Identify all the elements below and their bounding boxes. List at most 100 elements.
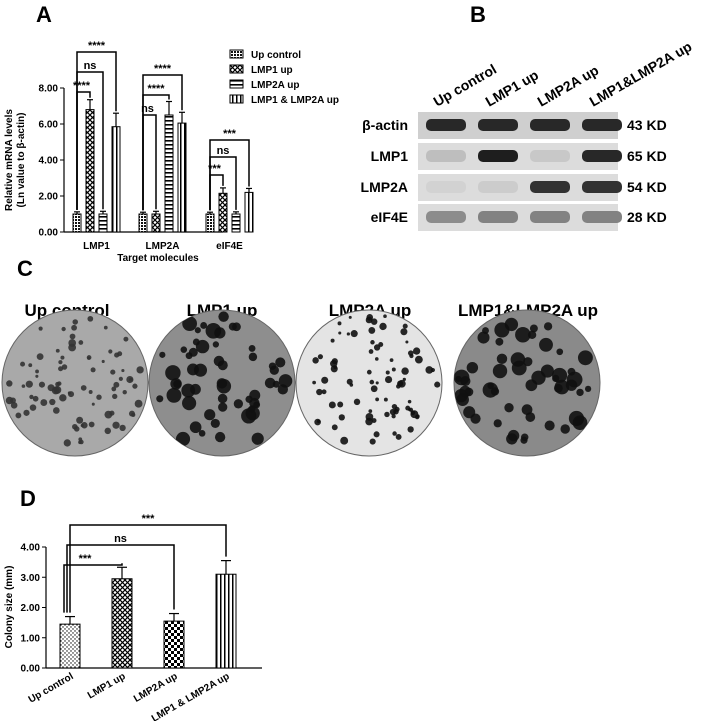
blot-band xyxy=(530,119,570,131)
colony xyxy=(72,423,78,430)
x-tick-label: LMP1 xyxy=(83,241,110,252)
blot-row-label: eIF4E xyxy=(371,209,408,225)
blot-size-label: 54 KD xyxy=(627,179,667,195)
colony xyxy=(248,352,258,362)
colony xyxy=(477,331,490,344)
panel-letter-a: A xyxy=(36,2,52,27)
colony xyxy=(248,344,256,352)
bar-lmp2a-3 xyxy=(177,122,187,233)
bar-lmp2a-2 xyxy=(164,114,174,233)
colony xyxy=(395,434,402,440)
colony xyxy=(49,398,56,406)
colony xyxy=(487,382,494,390)
significance-bracket-d-label: ns xyxy=(114,533,127,545)
colony xyxy=(61,326,66,332)
blot-band xyxy=(530,181,570,193)
colony xyxy=(123,336,129,342)
colony xyxy=(314,418,321,426)
colony xyxy=(333,365,338,370)
colony xyxy=(200,322,208,329)
colony xyxy=(166,387,182,403)
colony xyxy=(272,380,280,388)
colony xyxy=(71,324,77,331)
x-tick-label: eIF4E xyxy=(216,241,243,252)
colony xyxy=(275,357,286,368)
colony xyxy=(96,394,102,400)
colony xyxy=(375,397,380,402)
colony xyxy=(425,366,434,374)
colony xyxy=(407,408,412,412)
colony xyxy=(132,383,138,389)
colony xyxy=(187,363,199,376)
blot-band xyxy=(530,150,570,162)
colonies xyxy=(156,311,293,447)
culture-plate xyxy=(295,309,443,457)
blot-band xyxy=(478,181,518,193)
colony xyxy=(61,364,68,370)
colony xyxy=(58,360,63,365)
blot-band xyxy=(478,211,518,223)
blot-band xyxy=(478,150,518,162)
colony xyxy=(466,361,479,374)
colony xyxy=(251,432,264,445)
y-tick-label: 3.00 xyxy=(21,573,41,584)
colony xyxy=(36,353,44,361)
colony xyxy=(6,380,13,387)
x-axis-title: Target molecules xyxy=(117,253,199,264)
colony xyxy=(544,420,555,431)
legend-swatch xyxy=(229,64,244,74)
colony xyxy=(523,357,533,367)
colony xyxy=(348,315,352,319)
colony xyxy=(402,377,406,382)
colony xyxy=(38,381,46,388)
bar-lmp2a-1 xyxy=(151,213,161,233)
bar-lmp1-3 xyxy=(111,126,121,233)
significance-bracket-eif4e-line xyxy=(209,174,224,211)
colony xyxy=(35,369,39,374)
colony xyxy=(117,351,123,357)
colony xyxy=(384,411,390,418)
colony xyxy=(368,409,373,413)
panel-letter-b: B xyxy=(470,2,486,27)
colony xyxy=(72,319,78,325)
colony xyxy=(228,322,237,331)
colony xyxy=(52,407,60,414)
colony xyxy=(63,439,71,447)
bar-3 xyxy=(215,573,237,669)
blot-band xyxy=(478,119,518,131)
legend-swatch xyxy=(229,94,244,104)
colonies xyxy=(312,314,441,445)
colony xyxy=(28,363,33,368)
significance-bracket-lmp1-label: ns xyxy=(84,60,97,72)
colony xyxy=(111,386,117,392)
colony xyxy=(181,383,196,398)
colony xyxy=(373,431,380,438)
legend-label: LMP2A up xyxy=(251,80,300,91)
y-tick-label: 2.00 xyxy=(39,192,59,203)
colony xyxy=(414,355,423,364)
y-tick-label: 0.00 xyxy=(21,664,41,675)
colony xyxy=(86,355,92,360)
legend-label: LMP1 & LMP2A up xyxy=(251,95,339,106)
significance-bracket-eif4e-label: ns xyxy=(217,145,230,157)
colony xyxy=(188,347,198,357)
colony xyxy=(204,409,216,421)
colony xyxy=(560,424,570,434)
colony xyxy=(392,431,397,436)
colony xyxy=(55,348,60,353)
significance-bracket-d-label: *** xyxy=(142,513,156,525)
colony xyxy=(218,311,229,322)
colony xyxy=(340,436,349,445)
colony xyxy=(249,389,261,401)
colony xyxy=(175,431,191,447)
colony xyxy=(455,375,462,383)
blot-size-label: 28 KD xyxy=(627,209,667,225)
colony xyxy=(391,367,396,372)
colony xyxy=(110,369,116,375)
colony xyxy=(375,381,379,385)
blot-band xyxy=(426,150,466,162)
colony xyxy=(80,423,84,428)
colony xyxy=(29,404,37,411)
colony xyxy=(370,340,375,345)
